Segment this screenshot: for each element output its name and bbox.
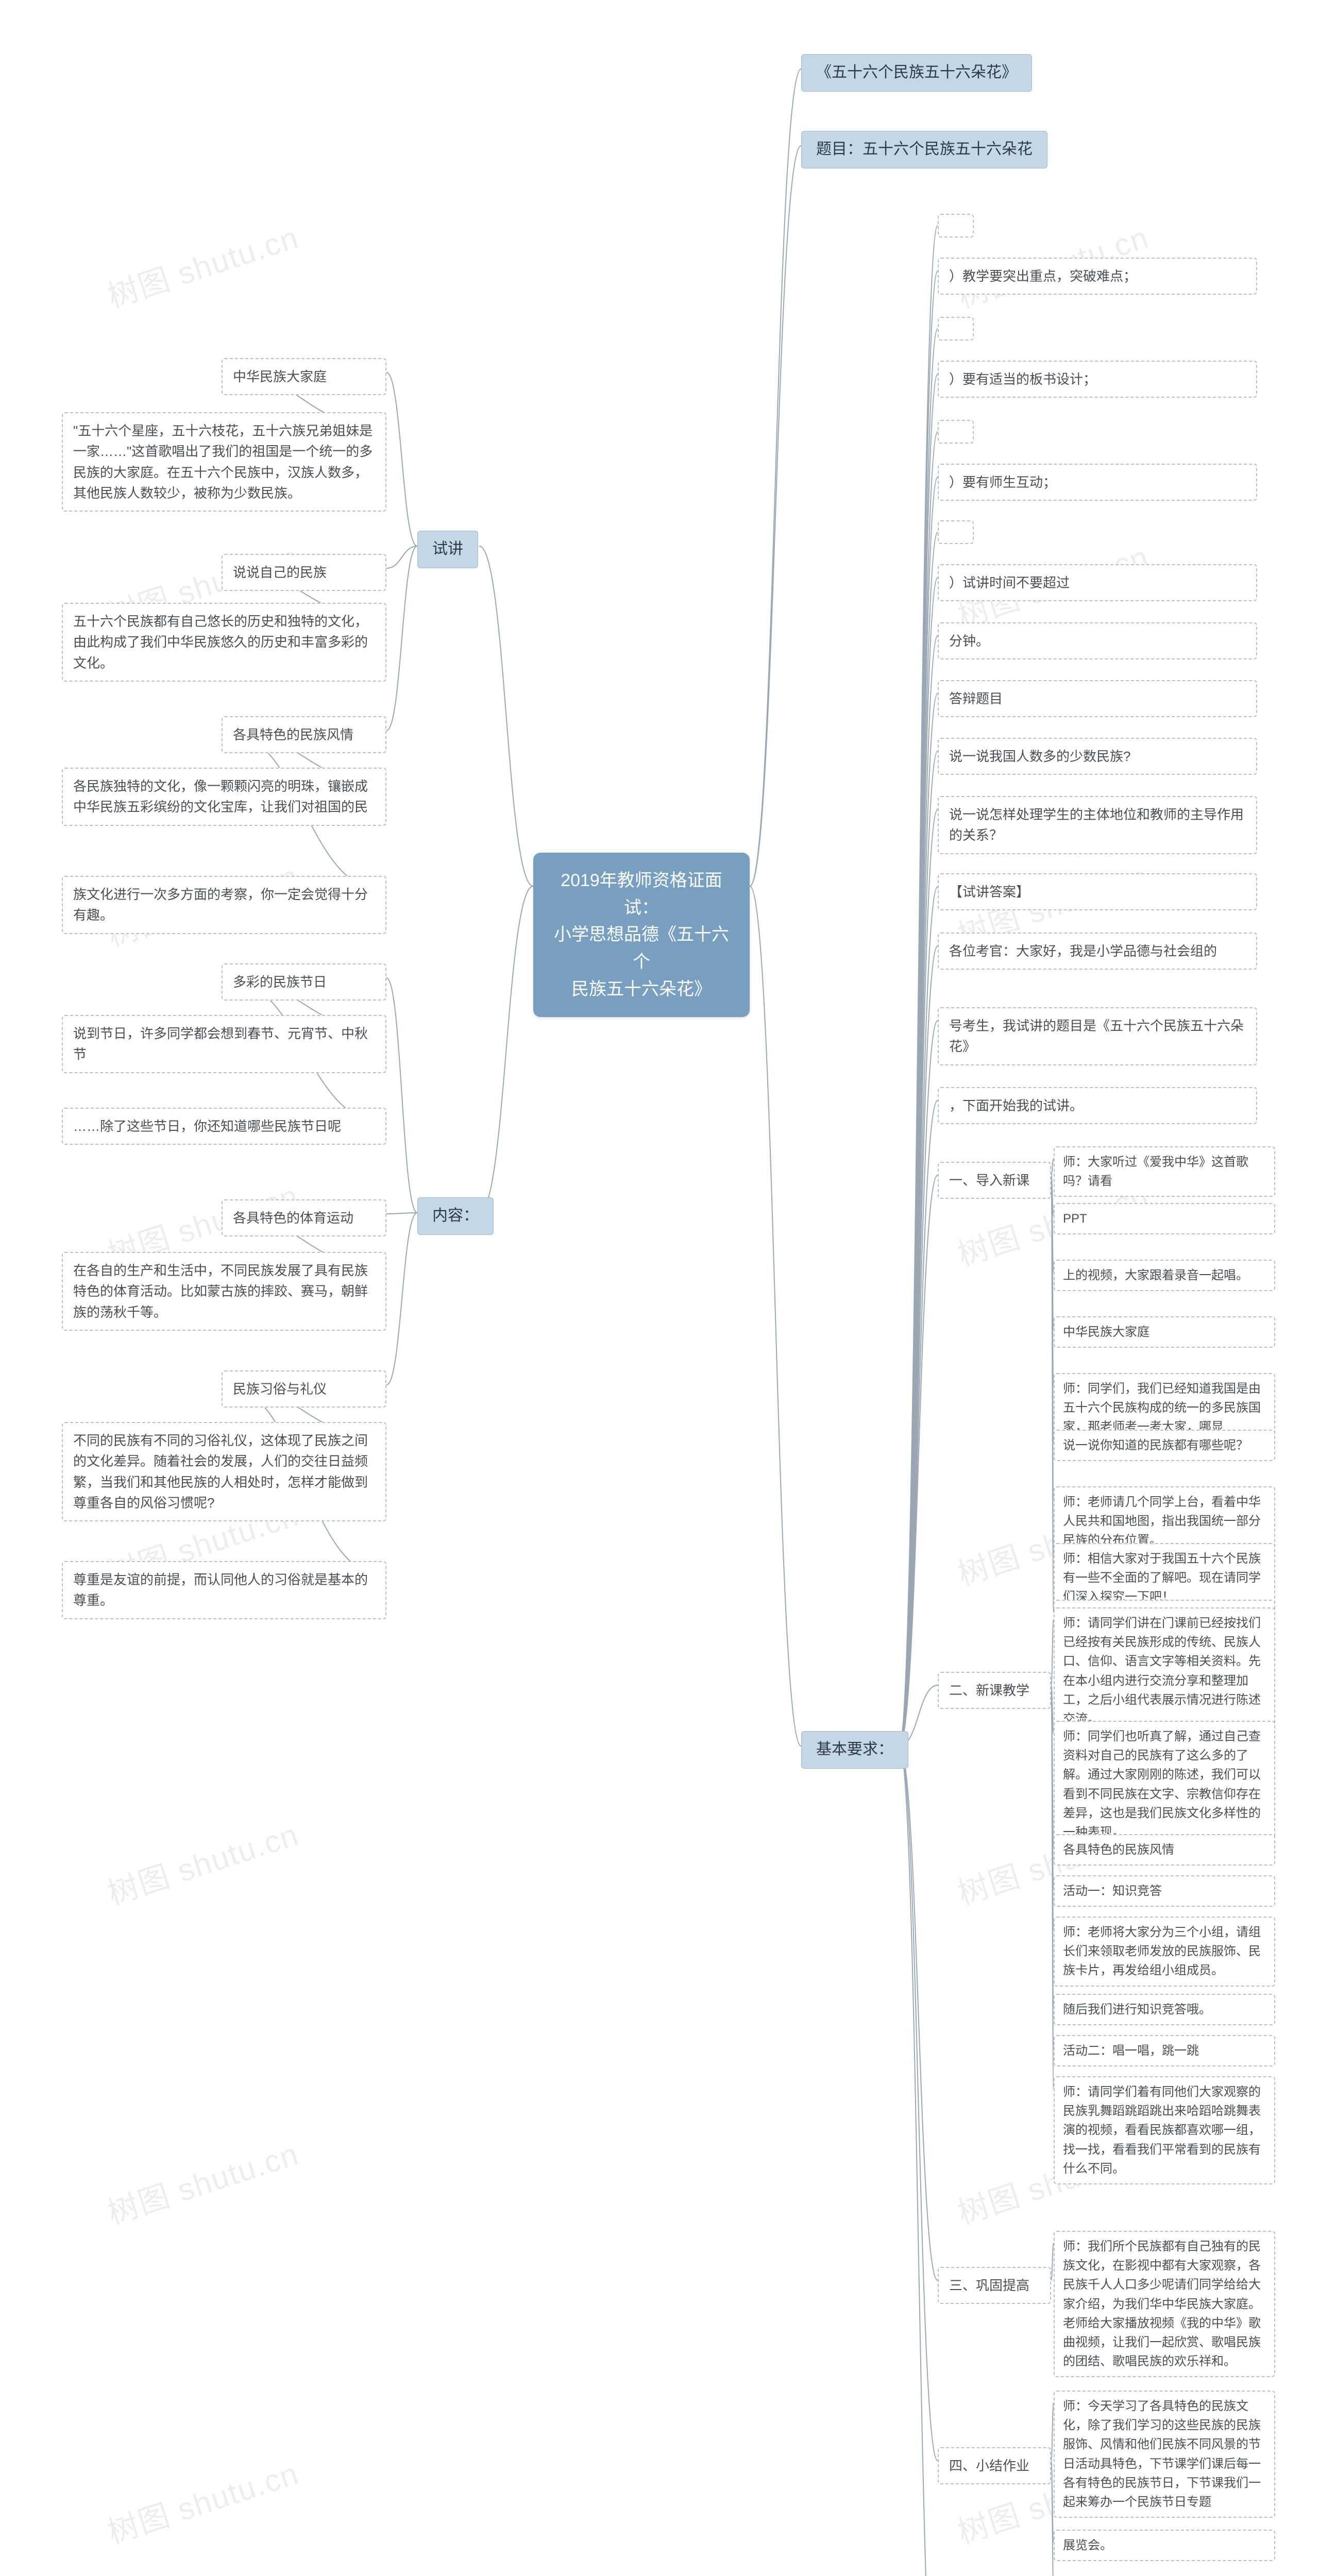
left-leaf: 族文化进行一次多方面的考察，你一定会觉得十分有趣。 bbox=[62, 876, 386, 934]
right-leaf: 说一说怎样处理学生的主体地位和教师的主导作用的关系？ bbox=[938, 796, 1257, 854]
right-child-leaf: 师：老师将大家分为三个小组，请组长们来领取老师发放的民族服饰、民族卡片，再发给组… bbox=[1054, 1917, 1275, 1987]
right-child-leaf: 师：请同学们讲在门课前已经按找们已经按有关民族形成的传统、民族人口、信仰、语言文… bbox=[1054, 1607, 1275, 1735]
right-leaf: 各位考官：大家好，我是小学品德与社会组的 bbox=[938, 933, 1257, 970]
right-empty bbox=[938, 420, 974, 444]
left-leaf: 五十六个民族都有自己悠长的历史和独特的文化，由此构成了我们中华民族悠久的历史和丰… bbox=[62, 603, 386, 682]
left-subheading: 中华民族大家庭 bbox=[222, 358, 386, 395]
section-basic: 基本要求： bbox=[801, 1731, 908, 1769]
right-child-leaf: 师：请同学们着有同他们大家观察的民族乳舞蹈跳蹈跳出来哈蹈哈跳舞表演的视频，看看民… bbox=[1054, 2076, 1275, 2184]
section-neirong: 内容： bbox=[417, 1197, 494, 1235]
section-title-topic: 题目：五十六个民族五十六朵花 bbox=[801, 131, 1047, 168]
left-leaf: "五十六个星座，五十六枝花，五十六族兄弟姐妹是一家……"这首歌唱出了我们的祖国是… bbox=[62, 412, 386, 512]
right-child-leaf: 师：我们所个民族都有自己独有的民族文化，在影视中都有大家观察，各民族千人人口多少… bbox=[1054, 2231, 1275, 2377]
right-subheading: 二、新课教学 bbox=[938, 1672, 1051, 1709]
left-leaf: 各民族独特的文化，像一颗颗闪亮的明珠，镶嵌成中华民族五彩缤纷的文化宝库，让我们对… bbox=[62, 768, 386, 826]
right-empty bbox=[938, 214, 974, 238]
right-child-leaf: 展览会。 bbox=[1054, 2530, 1275, 2561]
right-leaf: ）教学要突出重点，突破难点； bbox=[938, 258, 1257, 295]
right-leaf: 号考生，我试讲的题目是《五十六个民族五十六朵花》 bbox=[938, 1007, 1257, 1065]
right-subheading: 四、小结作业 bbox=[938, 2447, 1051, 2484]
left-leaf: 尊重是友谊的前提，而认同他人的习俗就是基本的尊重。 bbox=[62, 1561, 386, 1619]
left-leaf: ……除了这些节日，你还知道哪些民族节日呢 bbox=[62, 1108, 386, 1145]
right-empty bbox=[938, 317, 974, 341]
right-empty bbox=[938, 520, 974, 544]
right-subheading: 一、导入新课 bbox=[938, 1162, 1051, 1199]
right-leaf: 说一说我国人数多的少数民族? bbox=[938, 738, 1257, 775]
right-leaf: 分钟。 bbox=[938, 622, 1257, 659]
right-child-leaf: 活动二：唱一唱，跳一跳 bbox=[1054, 2035, 1275, 2066]
left-subheading: 各具特色的体育运动 bbox=[222, 1199, 386, 1236]
right-child-leaf: 活动一：知识竞答 bbox=[1054, 1875, 1275, 1907]
left-subheading: 多彩的民族节日 bbox=[222, 963, 386, 1001]
root-line1: 2019年教师资格证面试： bbox=[561, 871, 722, 918]
right-child-leaf: 师：今天学习了各具特色的民族文化，除了我们学习的这些民族的民族服饰、风情和他们民… bbox=[1054, 2391, 1275, 2518]
right-child-leaf: 中华民族大家庭 bbox=[1054, 1316, 1275, 1348]
right-leaf: ，下面开始我的试讲。 bbox=[938, 1087, 1257, 1124]
section-title-book: 《五十六个民族五十六朵花》 bbox=[801, 54, 1032, 92]
right-leaf: ）试讲时间不要超过 bbox=[938, 564, 1257, 601]
right-child-leaf: 师：大家听过《爱我中华》这首歌吗？请看 bbox=[1054, 1146, 1275, 1197]
left-subheading: 说说自己的民族 bbox=[222, 554, 386, 591]
root-node: 2019年教师资格证面试： 小学思想品德《五十六个民族五十六朵花》 bbox=[533, 853, 750, 1017]
left-leaf: 说到节日，许多同学都会想到春节、元宵节、中秋节 bbox=[62, 1015, 386, 1073]
right-leaf: 【试讲答案】 bbox=[938, 873, 1257, 910]
right-child-leaf: 说一说你知道的民族都有哪些呢？ bbox=[1054, 1430, 1275, 1461]
right-child-leaf: PPT bbox=[1054, 1203, 1275, 1234]
right-child-leaf: 随后我们进行知识竞答哦。 bbox=[1054, 1994, 1275, 2025]
right-leaf: ）要有师生互动； bbox=[938, 464, 1257, 501]
left-subheading: 各具特色的民族风情 bbox=[222, 716, 386, 753]
left-leaf: 不同的民族有不同的习俗礼仪，这体现了民族之间的文化差异。随着社会的发展，人们的交… bbox=[62, 1422, 386, 1521]
right-child-leaf: 师：同学们也听真了解，通过自己查资料对自己的民族有了这么多的了解。通过大家刚刚的… bbox=[1054, 1721, 1275, 1848]
section-shijiang: 试讲 bbox=[417, 531, 478, 568]
right-child-leaf: 各具特色的民族风情 bbox=[1054, 1834, 1275, 1866]
right-child-leaf: 上的视频，大家跟着录音一起唱。 bbox=[1054, 1260, 1275, 1291]
right-leaf: 答辩题目 bbox=[938, 680, 1257, 717]
root-line2: 小学思想品德《五十六个民族五十六朵花》 bbox=[554, 925, 729, 998]
left-subheading: 民族习俗与礼仪 bbox=[222, 1370, 386, 1408]
right-subheading: 三、巩固提高 bbox=[938, 2267, 1051, 2304]
left-leaf: 在各自的生产和生活中，不同民族发展了具有民族特色的体育活动。比如蒙古族的摔跤、赛… bbox=[62, 1252, 386, 1331]
right-leaf: ）要有适当的板书设计； bbox=[938, 361, 1257, 398]
